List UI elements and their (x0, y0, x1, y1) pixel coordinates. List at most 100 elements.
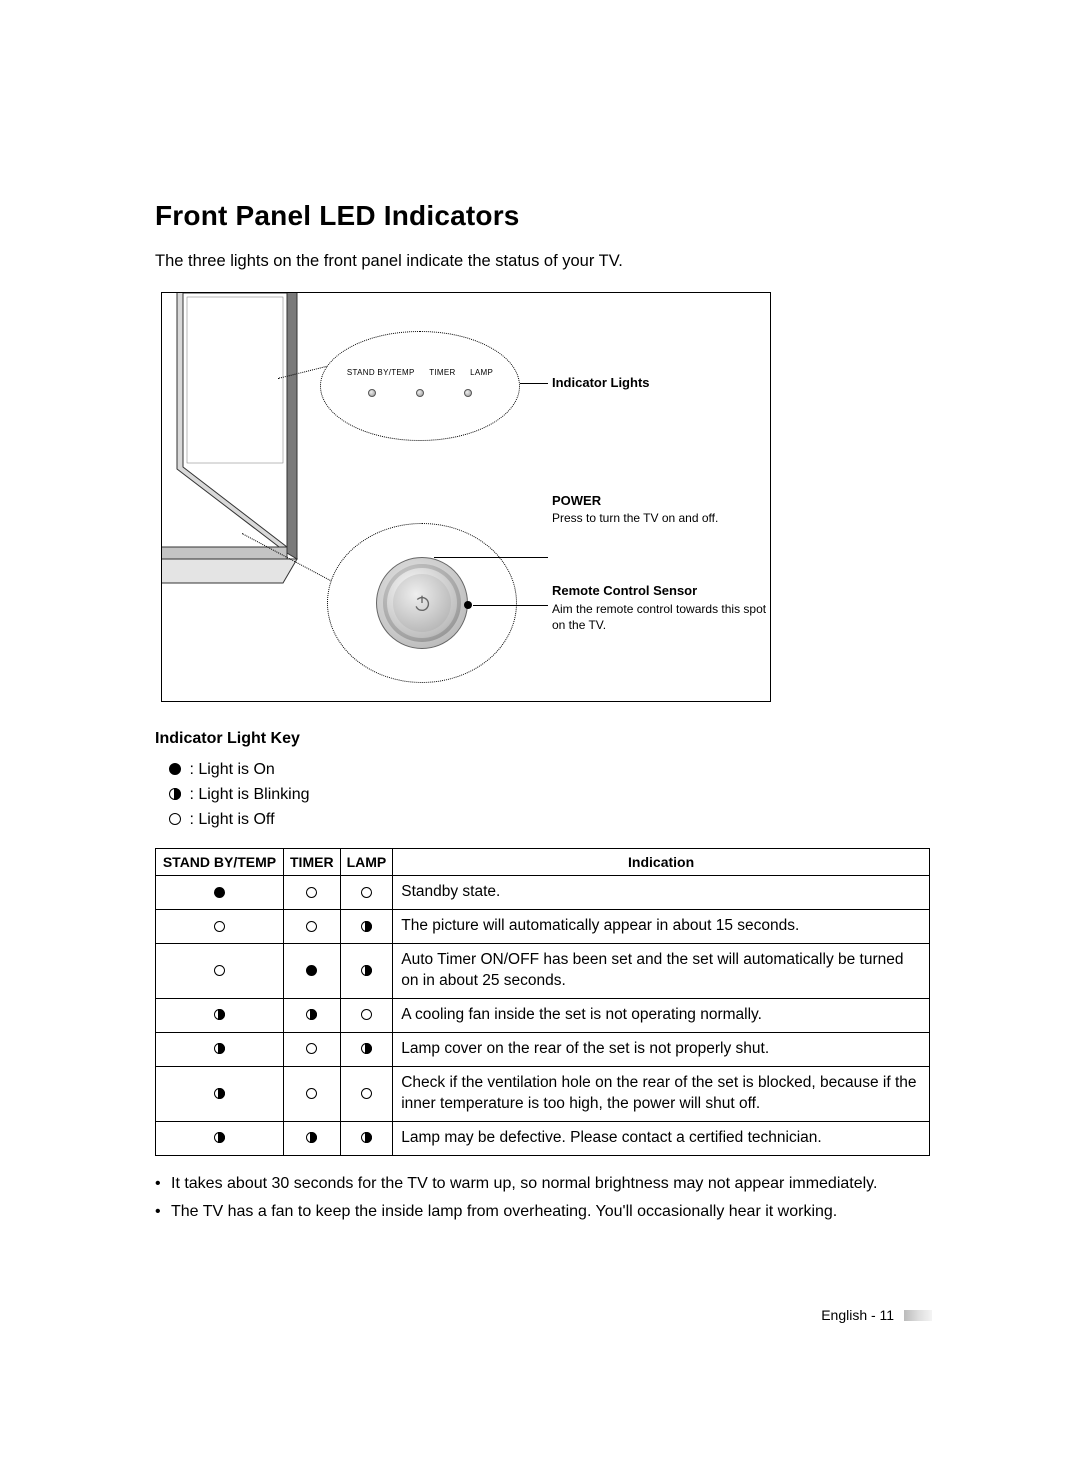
table-row: Lamp may be defective. Please contact a … (156, 1121, 930, 1155)
table-cell-symbol (284, 944, 341, 999)
symbol-blink-icon (361, 1132, 372, 1143)
led-label-timer: TIMER (423, 368, 461, 377)
symbol-off-icon (214, 921, 225, 932)
symbol-on-icon (169, 763, 181, 775)
table-row: The picture will automatically appear in… (156, 910, 930, 944)
page-footer: English - 11 (821, 1307, 932, 1323)
led-label-standby: STAND BY/TEMP (341, 368, 421, 377)
table-cell-indication: The picture will automatically appear in… (393, 910, 930, 944)
power-button-callout-bubble (327, 523, 517, 683)
th-timer: TIMER (284, 849, 341, 876)
table-row: Standby state. (156, 876, 930, 910)
symbol-blink-icon (306, 1132, 317, 1143)
table-row: Lamp cover on the rear of the set is not… (156, 1032, 930, 1066)
table-cell-symbol (340, 1121, 393, 1155)
led-standby-icon (368, 389, 376, 397)
table-cell-indication: Lamp may be defective. Please contact a … (393, 1121, 930, 1155)
callout-line (520, 383, 548, 384)
symbol-blink-icon (169, 788, 181, 800)
th-lamp: LAMP (340, 849, 393, 876)
power-button-illustration (376, 557, 468, 649)
symbol-blink-icon (306, 1009, 317, 1020)
table-cell-symbol (156, 1066, 284, 1121)
sensor-heading: Remote Control Sensor (552, 583, 770, 598)
table-row: A cooling fan inside the set is not oper… (156, 999, 930, 1033)
table-cell-symbol (340, 999, 393, 1033)
symbol-off-icon (306, 1043, 317, 1054)
symbol-off-icon (214, 965, 225, 976)
power-icon (411, 592, 433, 614)
table-cell-symbol (284, 1066, 341, 1121)
table-cell-symbol (156, 1032, 284, 1066)
key-on-text: : Light is On (185, 761, 275, 778)
key-off-text: : Light is Off (185, 811, 275, 828)
symbol-blink-icon (214, 1043, 225, 1054)
table-cell-indication: Check if the ventilation hole on the rea… (393, 1066, 930, 1121)
figure-box: STAND BY/TEMP TIMER LAMP Indicator Light… (161, 292, 771, 702)
symbol-blink-icon (361, 965, 372, 976)
key-blink-text: : Light is Blinking (185, 786, 310, 803)
table-cell-symbol (284, 876, 341, 910)
symbol-on-icon (306, 965, 317, 976)
table-header-row: STAND BY/TEMP TIMER LAMP Indication (156, 849, 930, 876)
led-timer-icon (416, 389, 424, 397)
callout-line (434, 557, 548, 558)
table-row: Check if the ventilation hole on the rea… (156, 1066, 930, 1121)
remote-sensor-dot-icon (464, 601, 472, 609)
power-callout: POWER Press to turn the TV on and off. (552, 493, 718, 525)
symbol-blink-icon (214, 1009, 225, 1020)
symbol-off-icon (169, 813, 181, 825)
note-item: It takes about 30 seconds for the TV to … (155, 1172, 930, 1197)
table-cell-symbol (340, 1032, 393, 1066)
power-heading: POWER (552, 493, 718, 508)
notes-list: It takes about 30 seconds for the TV to … (155, 1172, 930, 1226)
th-indication: Indication (393, 849, 930, 876)
table-cell-symbol (156, 999, 284, 1033)
table-cell-symbol (156, 944, 284, 999)
led-lamp-icon (464, 389, 472, 397)
table-cell-indication: A cooling fan inside the set is not oper… (393, 999, 930, 1033)
note-item: The TV has a fan to keep the inside lamp… (155, 1200, 930, 1225)
sensor-sub: Aim the remote control towards this spot… (552, 601, 770, 633)
led-label-lamp: LAMP (464, 368, 499, 377)
table-cell-symbol (340, 876, 393, 910)
table-cell-symbol (284, 1121, 341, 1155)
indicator-lights-callout-bubble: STAND BY/TEMP TIMER LAMP (320, 331, 520, 441)
tv-corner-illustration (161, 292, 317, 597)
table-cell-indication: Standby state. (393, 876, 930, 910)
table-cell-symbol (284, 1032, 341, 1066)
symbol-blink-icon (361, 921, 372, 932)
key-heading: Indicator Light Key (155, 730, 930, 748)
table-cell-symbol (156, 910, 284, 944)
page-title: Front Panel LED Indicators (155, 200, 930, 232)
symbol-off-icon (306, 887, 317, 898)
symbol-off-icon (306, 921, 317, 932)
table-cell-indication: Auto Timer ON/OFF has been set and the s… (393, 944, 930, 999)
sensor-callout: Remote Control Sensor Aim the remote con… (552, 583, 770, 633)
th-standby: STAND BY/TEMP (156, 849, 284, 876)
table-cell-symbol (284, 999, 341, 1033)
symbol-blink-icon (361, 1043, 372, 1054)
intro-text: The three lights on the front panel indi… (155, 250, 930, 274)
symbol-blink-icon (214, 1088, 225, 1099)
footer-bar-icon (904, 1310, 932, 1321)
symbol-blink-icon (214, 1132, 225, 1143)
table-cell-symbol (156, 1121, 284, 1155)
table-cell-symbol (340, 944, 393, 999)
callout-line (473, 605, 548, 606)
table-cell-indication: Lamp cover on the rear of the set is not… (393, 1032, 930, 1066)
power-sub: Press to turn the TV on and off. (552, 511, 718, 525)
key-list: : Light is On : Light is Blinking : Ligh… (169, 758, 930, 832)
table-cell-symbol (340, 910, 393, 944)
symbol-on-icon (214, 887, 225, 898)
table-row: Auto Timer ON/OFF has been set and the s… (156, 944, 930, 999)
symbol-off-icon (361, 887, 372, 898)
table-cell-symbol (284, 910, 341, 944)
footer-text: English - 11 (821, 1307, 894, 1323)
symbol-off-icon (306, 1088, 317, 1099)
indicator-table: STAND BY/TEMP TIMER LAMP Indication Stan… (155, 848, 930, 1155)
symbol-off-icon (361, 1009, 372, 1020)
table-cell-symbol (340, 1066, 393, 1121)
indicator-lights-label: Indicator Lights (552, 375, 650, 390)
table-cell-symbol (156, 876, 284, 910)
